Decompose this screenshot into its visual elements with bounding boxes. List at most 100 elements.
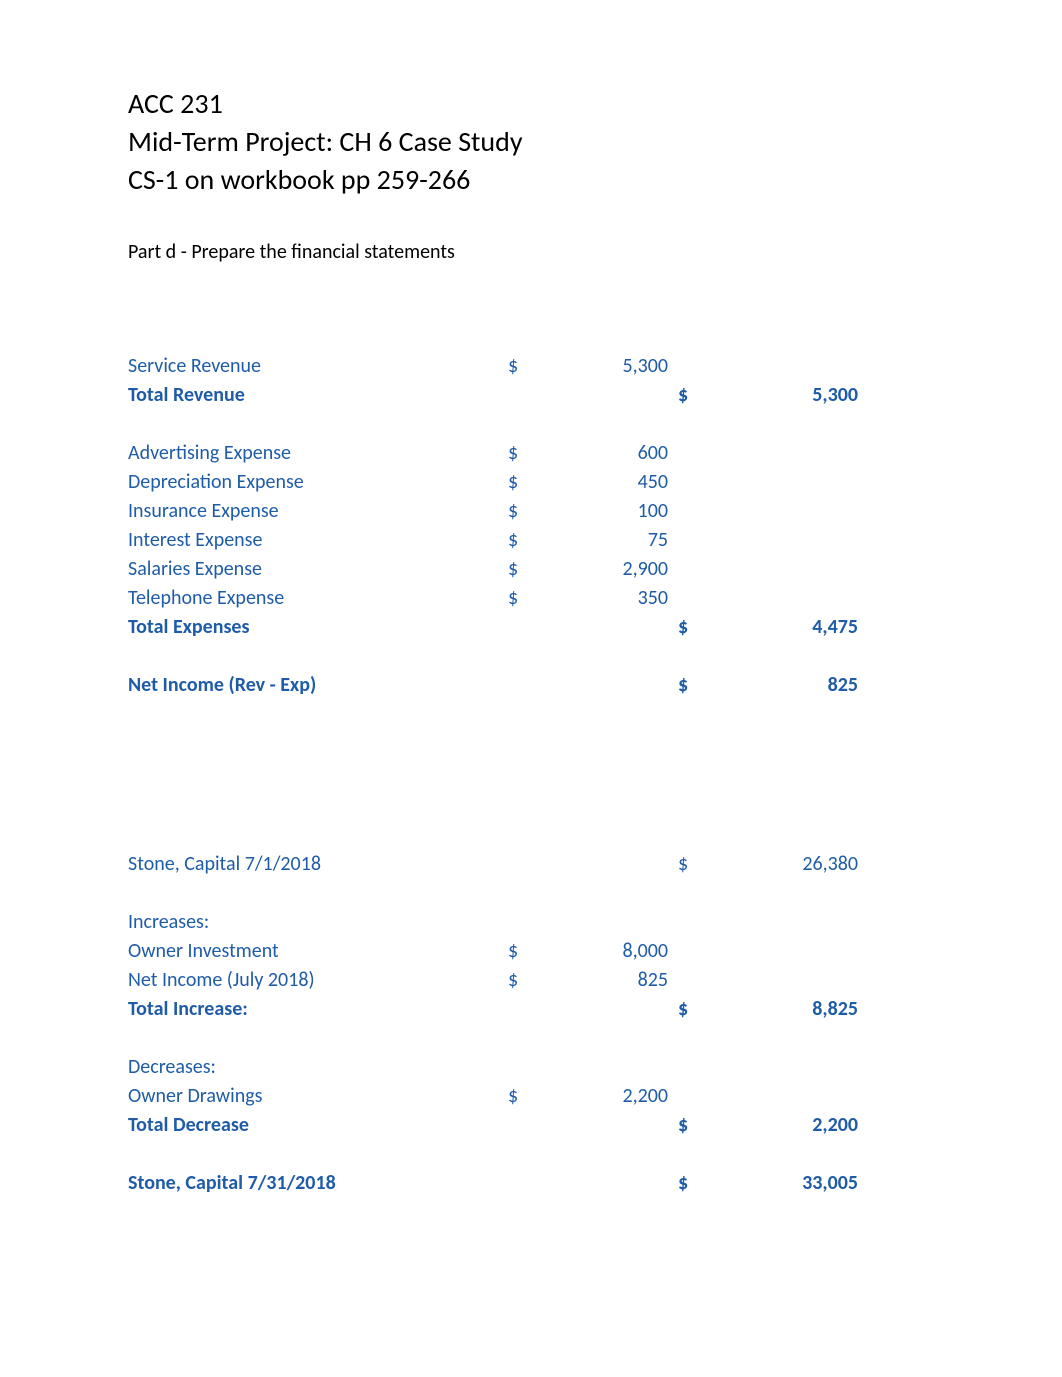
equity-statement: Stone, Capital 7/1/2018 $ 26,380 Increas… bbox=[128, 850, 942, 1198]
row-value bbox=[708, 497, 858, 526]
header-line-1: ACC 231 bbox=[128, 85, 942, 123]
currency-symbol bbox=[508, 381, 538, 410]
row-label: Advertising Expense bbox=[128, 439, 508, 468]
currency-symbol bbox=[508, 850, 538, 879]
currency-symbol bbox=[678, 352, 708, 381]
row-label: Decreases: bbox=[128, 1053, 508, 1082]
table-row: Insurance Expense $ 100 bbox=[128, 497, 942, 526]
row-label: Salaries Expense bbox=[128, 555, 508, 584]
table-row: Total Increase: $ 8,825 bbox=[128, 995, 942, 1024]
row-value bbox=[538, 613, 678, 642]
table-row: Stone, Capital 7/31/2018 $ 33,005 bbox=[128, 1169, 942, 1198]
row-label: Telephone Expense bbox=[128, 584, 508, 613]
row-value: 5,300 bbox=[708, 381, 858, 410]
currency-symbol: $ bbox=[508, 468, 538, 497]
row-value bbox=[708, 966, 858, 995]
currency-symbol: $ bbox=[508, 352, 538, 381]
row-value bbox=[708, 439, 858, 468]
row-value bbox=[708, 937, 858, 966]
row-value bbox=[708, 584, 858, 613]
row-value: 600 bbox=[538, 439, 678, 468]
currency-symbol bbox=[678, 555, 708, 584]
subtitle: Part d - Prepare the financial statement… bbox=[128, 240, 942, 264]
row-value bbox=[708, 1082, 858, 1111]
section-header: Decreases: bbox=[128, 1053, 942, 1082]
table-row: Salaries Expense $ 2,900 bbox=[128, 555, 942, 584]
row-value bbox=[538, 381, 678, 410]
row-value: 33,005 bbox=[708, 1169, 858, 1198]
currency-symbol: $ bbox=[508, 526, 538, 555]
page: ACC 231 Mid-Term Project: CH 6 Case Stud… bbox=[0, 0, 1062, 1258]
row-value bbox=[538, 850, 678, 879]
table-row: Owner Drawings $ 2,200 bbox=[128, 1082, 942, 1111]
table-row: Interest Expense $ 75 bbox=[128, 526, 942, 555]
currency-symbol: $ bbox=[508, 555, 538, 584]
spacer bbox=[128, 1140, 942, 1169]
spacer bbox=[128, 642, 942, 671]
row-value: 2,200 bbox=[538, 1082, 678, 1111]
row-label: Stone, Capital 7/31/2018 bbox=[128, 1169, 508, 1198]
row-value bbox=[708, 352, 858, 381]
spacer bbox=[128, 410, 942, 439]
row-value bbox=[538, 1111, 678, 1140]
row-label: Owner Investment bbox=[128, 937, 508, 966]
currency-symbol: $ bbox=[678, 381, 708, 410]
currency-symbol bbox=[678, 966, 708, 995]
table-row: Total Expenses $ 4,475 bbox=[128, 613, 942, 642]
currency-symbol: $ bbox=[678, 671, 708, 700]
table-row: Net Income (July 2018) $ 825 bbox=[128, 966, 942, 995]
table-row: Stone, Capital 7/1/2018 $ 26,380 bbox=[128, 850, 942, 879]
row-value: 75 bbox=[538, 526, 678, 555]
currency-symbol: $ bbox=[508, 584, 538, 613]
currency-symbol: $ bbox=[508, 937, 538, 966]
income-statement: Service Revenue $ 5,300 Total Revenue $ … bbox=[128, 352, 942, 700]
currency-symbol bbox=[678, 439, 708, 468]
currency-symbol bbox=[678, 1082, 708, 1111]
currency-symbol bbox=[508, 671, 538, 700]
row-label: Interest Expense bbox=[128, 526, 508, 555]
row-label: Net Income (July 2018) bbox=[128, 966, 508, 995]
currency-symbol bbox=[678, 526, 708, 555]
row-value bbox=[538, 1169, 678, 1198]
currency-symbol: $ bbox=[508, 439, 538, 468]
currency-symbol: $ bbox=[508, 497, 538, 526]
row-value: 825 bbox=[708, 671, 858, 700]
currency-symbol bbox=[678, 584, 708, 613]
row-value: 450 bbox=[538, 468, 678, 497]
row-value: 2,200 bbox=[708, 1111, 858, 1140]
currency-symbol: $ bbox=[678, 995, 708, 1024]
table-row: Total Decrease $ 2,200 bbox=[128, 1111, 942, 1140]
row-value bbox=[538, 995, 678, 1024]
table-row: Depreciation Expense $ 450 bbox=[128, 468, 942, 497]
currency-symbol: $ bbox=[508, 1082, 538, 1111]
row-label: Owner Drawings bbox=[128, 1082, 508, 1111]
row-label: Total Revenue bbox=[128, 381, 508, 410]
section-header: Increases: bbox=[128, 908, 942, 937]
table-row: Advertising Expense $ 600 bbox=[128, 439, 942, 468]
currency-symbol bbox=[508, 995, 538, 1024]
row-label: Total Expenses bbox=[128, 613, 508, 642]
row-value: 4,475 bbox=[708, 613, 858, 642]
row-value bbox=[708, 468, 858, 497]
row-label: Insurance Expense bbox=[128, 497, 508, 526]
table-row: Owner Investment $ 8,000 bbox=[128, 937, 942, 966]
row-value: 5,300 bbox=[538, 352, 678, 381]
row-value: 350 bbox=[538, 584, 678, 613]
currency-symbol bbox=[678, 468, 708, 497]
row-value: 26,380 bbox=[708, 850, 858, 879]
currency-symbol: $ bbox=[678, 613, 708, 642]
spacer bbox=[128, 700, 942, 850]
currency-symbol bbox=[508, 1169, 538, 1198]
row-value: 8,825 bbox=[708, 995, 858, 1024]
table-row: Telephone Expense $ 350 bbox=[128, 584, 942, 613]
row-label: Total Decrease bbox=[128, 1111, 508, 1140]
row-label: Service Revenue bbox=[128, 352, 508, 381]
currency-symbol bbox=[678, 497, 708, 526]
document-header: ACC 231 Mid-Term Project: CH 6 Case Stud… bbox=[128, 85, 942, 198]
row-value: 8,000 bbox=[538, 937, 678, 966]
currency-symbol: $ bbox=[508, 966, 538, 995]
row-label: Stone, Capital 7/1/2018 bbox=[128, 850, 508, 879]
row-label: Depreciation Expense bbox=[128, 468, 508, 497]
currency-symbol: $ bbox=[678, 1169, 708, 1198]
currency-symbol bbox=[508, 613, 538, 642]
